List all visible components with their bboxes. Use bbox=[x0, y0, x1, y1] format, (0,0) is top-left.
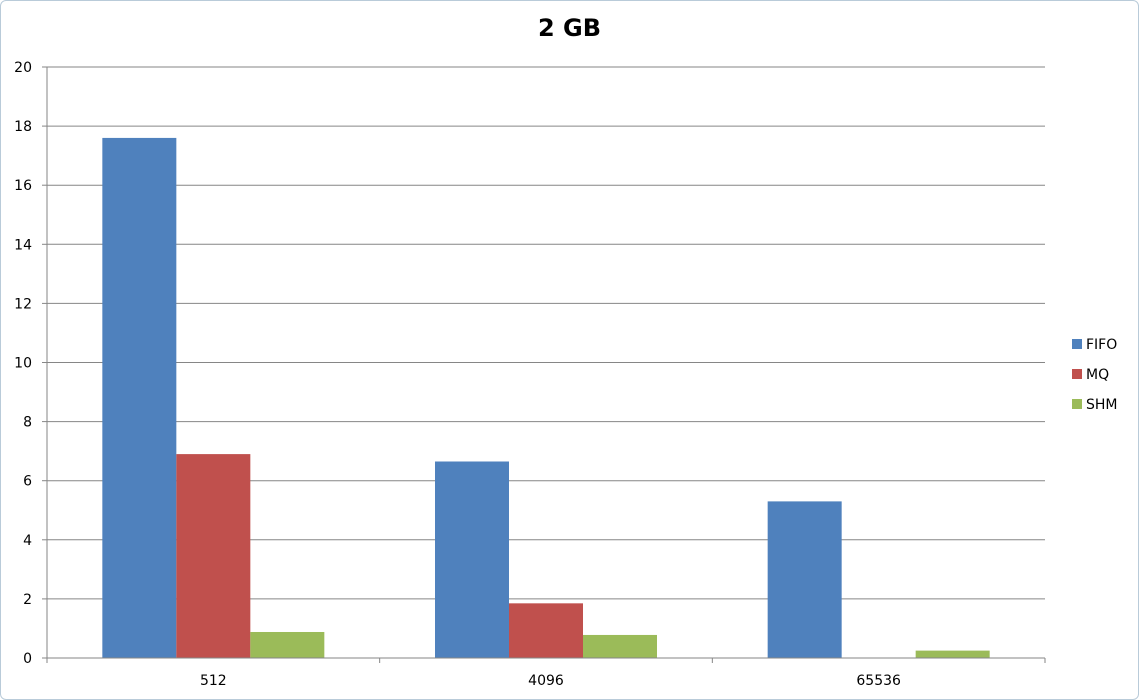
bar-mq-4096 bbox=[509, 603, 583, 658]
legend: FIFO MQ SHM bbox=[1072, 337, 1118, 413]
y-tick-label: 12 bbox=[14, 296, 32, 312]
x-tick-label: 65536 bbox=[856, 673, 901, 689]
bar-fifo-512 bbox=[102, 137, 177, 659]
bar-fifo-4096 bbox=[435, 461, 509, 658]
y-tick-label: 4 bbox=[23, 533, 32, 549]
bar-shm-65536 bbox=[915, 650, 990, 658]
bars bbox=[102, 137, 990, 659]
y-tick-label: 10 bbox=[14, 356, 32, 372]
bar-fifo-65536 bbox=[767, 501, 842, 658]
legend-swatch-shm bbox=[1072, 399, 1082, 409]
y-tick-label: 18 bbox=[14, 119, 32, 135]
bar-mq-512 bbox=[176, 454, 251, 658]
chart-title: 2 GB bbox=[537, 14, 602, 42]
x-tick-label: 512 bbox=[200, 673, 227, 689]
axes bbox=[46, 67, 1046, 663]
x-tick-label: 4096 bbox=[528, 673, 564, 689]
y-tick-label: 14 bbox=[14, 237, 32, 253]
y-tick-label: 2 bbox=[23, 592, 32, 608]
x-tick-labels: 512 4096 65536 bbox=[200, 673, 901, 689]
y-tick-label: 16 bbox=[14, 178, 32, 194]
legend-swatch-fifo bbox=[1072, 339, 1082, 349]
y-tick-labels: 0 2 4 6 8 10 12 14 16 18 20 bbox=[14, 60, 32, 667]
y-tick-label: 6 bbox=[23, 474, 32, 490]
legend-label-mq: MQ bbox=[1086, 367, 1109, 383]
legend-swatch-mq bbox=[1072, 369, 1082, 379]
y-tick-label: 8 bbox=[23, 415, 32, 431]
y-tick-label: 0 bbox=[23, 651, 32, 667]
legend-label-shm: SHM bbox=[1086, 397, 1118, 413]
legend-label-fifo: FIFO bbox=[1086, 337, 1117, 353]
bar-shm-4096 bbox=[583, 634, 657, 658]
y-tick-label: 20 bbox=[14, 60, 32, 76]
bar-shm-512 bbox=[250, 631, 325, 658]
